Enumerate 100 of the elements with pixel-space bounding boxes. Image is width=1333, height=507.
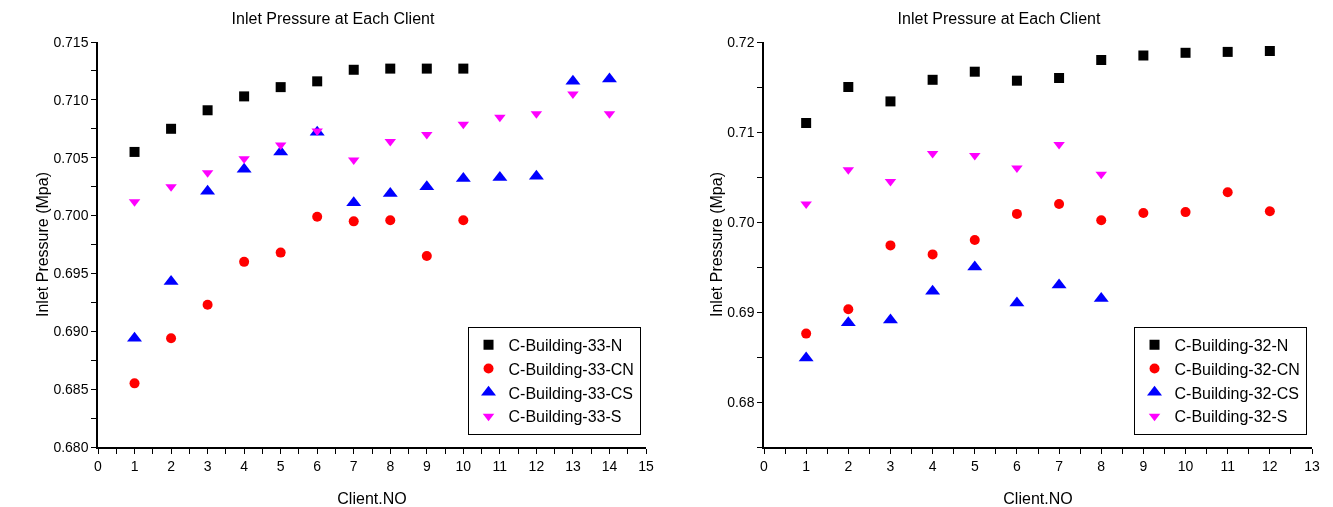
x-tick-label: 10 — [1177, 457, 1194, 474]
point — [239, 256, 250, 267]
legend-label: C-Building-33-CN — [508, 360, 634, 378]
point — [202, 105, 213, 116]
y-tick-label: 0.685 — [53, 381, 89, 398]
x-tick-label: 8 — [386, 457, 395, 474]
x-tick-label: 5 — [970, 457, 979, 474]
point — [129, 378, 140, 389]
point — [969, 66, 980, 77]
point — [969, 235, 980, 245]
x-tick-label: 1 — [802, 457, 811, 474]
point — [1096, 215, 1107, 226]
legend-label: C-Building-32-CS — [1174, 384, 1300, 402]
y-tick-label: 0.695 — [53, 265, 89, 282]
x-tick-label: 2 — [844, 457, 853, 474]
legend-label: C-Building-32-N — [1174, 336, 1289, 354]
x-tick-label: 6 — [313, 457, 322, 474]
point — [348, 216, 359, 227]
x-tick-label: 2 — [167, 457, 176, 474]
y-tick-label: 0.690 — [53, 323, 89, 340]
x-tick-label: 14 — [601, 457, 618, 474]
legend-label: C-Building-33-N — [508, 336, 623, 354]
point — [458, 215, 469, 226]
x-tick-label: 7 — [349, 457, 358, 474]
x-tick-label: 4 — [928, 457, 937, 474]
point — [1096, 55, 1107, 65]
x-tick-label: 0 — [760, 457, 769, 474]
chart-title: Inlet Pressure at Each Client — [897, 9, 1101, 27]
y-tick-label: 0.68 — [727, 393, 755, 410]
x-axis-title: Client.NO — [337, 490, 407, 507]
y-tick-label: 0.715 — [53, 33, 89, 50]
point — [421, 63, 432, 74]
point — [1138, 50, 1149, 61]
x-tick-label: 12 — [528, 457, 545, 474]
point — [385, 63, 396, 74]
x-tick-label: 11 — [1220, 457, 1236, 474]
x-tick-label: 15 — [638, 457, 654, 474]
y-tick-label: 0.71 — [727, 123, 755, 140]
point — [1222, 46, 1233, 57]
y-tick-label: 0.705 — [53, 149, 89, 166]
point — [166, 123, 177, 134]
x-tick-label: 13 — [1304, 457, 1320, 474]
y-tick-label: 0.69 — [727, 303, 755, 320]
point — [312, 76, 323, 87]
legend-label: C-Building-33-CS — [508, 384, 634, 402]
point — [885, 240, 896, 251]
x-tick-label: 6 — [1013, 457, 1022, 474]
y-tick-label: 0.70 — [727, 213, 755, 230]
y-tick-label: 0.72 — [727, 33, 755, 50]
x-tick-label: 8 — [1097, 457, 1106, 474]
x-tick-label: 11 — [492, 457, 508, 474]
point — [1138, 208, 1149, 218]
point — [1222, 187, 1233, 198]
y-tick-label: 0.710 — [53, 91, 89, 108]
point — [458, 63, 469, 74]
x-tick-label: 13 — [565, 457, 581, 474]
point — [1054, 73, 1065, 83]
point — [927, 249, 938, 260]
point — [421, 251, 432, 262]
point — [927, 74, 938, 85]
x-tick-label: 9 — [1139, 457, 1148, 474]
point — [843, 304, 854, 315]
point — [969, 152, 981, 161]
point — [385, 215, 396, 226]
point — [1095, 171, 1107, 180]
y-tick-label: 0.680 — [53, 438, 89, 455]
point — [1054, 199, 1065, 209]
x-tick-label: 5 — [276, 457, 285, 474]
y-axis-title: Inlet Pressure (Mpa) — [34, 172, 52, 317]
point — [801, 118, 812, 128]
chart-title: Inlet Pressure at Each Client — [231, 9, 435, 27]
x-tick-label: 12 — [1262, 457, 1278, 474]
point — [166, 333, 177, 344]
point — [843, 82, 854, 92]
x-tick-label: 4 — [240, 457, 249, 474]
x-tick-label: 3 — [886, 457, 895, 474]
point — [202, 299, 213, 310]
point — [1011, 208, 1022, 219]
legend-label: C-Building-33-S — [508, 408, 622, 426]
y-tick-label: 0.700 — [53, 207, 89, 224]
point — [275, 82, 286, 93]
x-tick-label: 10 — [455, 457, 472, 474]
point — [312, 211, 323, 222]
point — [885, 96, 896, 107]
legend-label: C-Building-32-CN — [1174, 360, 1300, 378]
point — [239, 91, 250, 102]
point — [1264, 206, 1275, 217]
point — [494, 114, 506, 123]
x-axis-title: Client.NO — [1003, 490, 1073, 507]
point — [801, 328, 812, 339]
x-tick-label: 3 — [203, 457, 212, 474]
point — [275, 247, 286, 258]
y-axis-title: Inlet Pressure (Mpa) — [707, 172, 725, 317]
point — [1180, 47, 1191, 58]
point — [1011, 75, 1022, 86]
x-tick-label: 9 — [422, 457, 431, 474]
legend-label: C-Building-32-S — [1174, 408, 1288, 426]
point — [1180, 207, 1191, 218]
point — [129, 146, 140, 157]
point — [348, 64, 359, 75]
